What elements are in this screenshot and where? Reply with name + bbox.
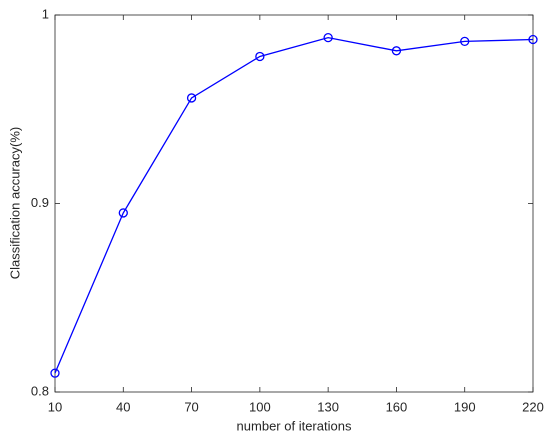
y-axis-label: Classification accuracy(%) xyxy=(7,127,22,279)
x-tick-label: 70 xyxy=(184,399,198,414)
data-point xyxy=(391,46,402,56)
series-line xyxy=(54,36,534,374)
x-tick-label: 40 xyxy=(116,399,130,414)
data-point xyxy=(528,34,538,45)
x-tick-label: 190 xyxy=(454,399,476,414)
x-tick-label: 10 xyxy=(48,399,62,414)
data-point xyxy=(118,208,128,218)
data-point xyxy=(323,32,333,43)
data-point xyxy=(255,51,265,62)
x-tick-label: 220 xyxy=(522,399,544,414)
y-tick-label: 0.8 xyxy=(31,383,49,398)
x-tick-label: 100 xyxy=(249,399,271,414)
data-point xyxy=(50,368,60,378)
x-axis-label: number of iterations xyxy=(237,418,352,433)
y-tick-label: 0.9 xyxy=(31,195,49,210)
plot-frame xyxy=(54,14,534,393)
y-tick-label: 1 xyxy=(42,6,49,21)
data-point xyxy=(460,36,470,47)
data-point xyxy=(186,93,197,103)
x-tick-label: 130 xyxy=(317,399,339,414)
x-tick-label: 160 xyxy=(386,399,408,414)
